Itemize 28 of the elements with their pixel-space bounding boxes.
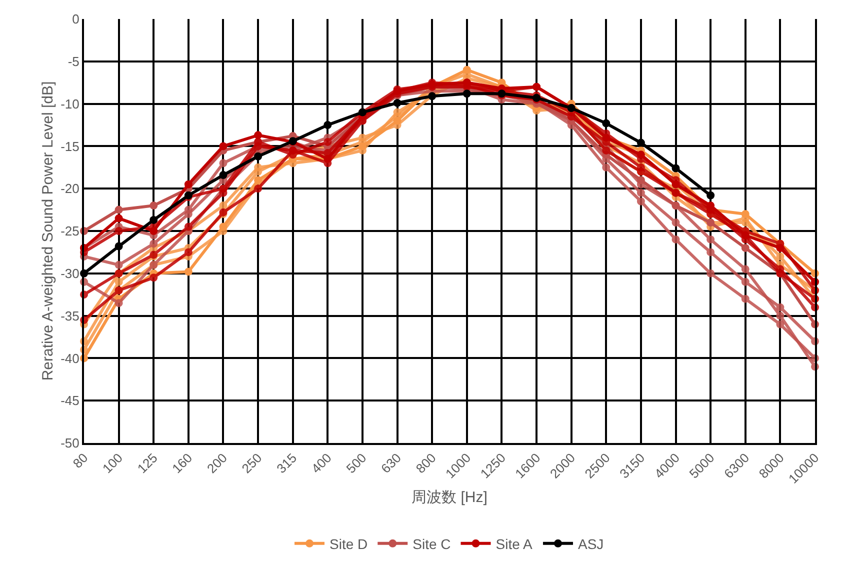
legend-label: ASJ [578,536,604,552]
y-tick-label: -50 [60,436,80,451]
legend-label: Site D [330,536,368,552]
x-tick-label: 400 [308,450,334,476]
x-tick-label: 80 [70,450,91,472]
x-axis-title: 周波数 [Hz] [412,488,488,506]
y-tick-label: -45 [60,393,80,408]
x-tick-label: 125 [134,450,160,476]
x-tick-label: 315 [274,450,300,476]
y-tick-label: -20 [60,181,80,196]
y-axis-title: Rerative A-weighted Sound Power Level [dB] [39,81,56,381]
y-tick-label: -35 [60,308,80,324]
legend-label: Site A [496,536,533,552]
x-tick-label: 200 [204,450,230,476]
x-tick-label: 250 [238,450,265,476]
y-tick-label: -5 [68,54,80,69]
y-tick-label: -10 [60,96,80,112]
x-tick-label: 500 [343,450,370,476]
y-tick-label: -25 [60,224,80,239]
y-tick-label: -30 [60,266,80,281]
x-tick-label: 160 [169,450,196,476]
legend-label: Site C [412,536,451,552]
y-tick-label: -15 [60,138,80,154]
x-tick-label: 800 [412,450,439,476]
x-tick-label: 100 [100,450,126,476]
y-tick-label: 0 [72,12,80,27]
y-tick-label: -40 [60,350,80,366]
x-tick-label: 630 [378,450,404,476]
